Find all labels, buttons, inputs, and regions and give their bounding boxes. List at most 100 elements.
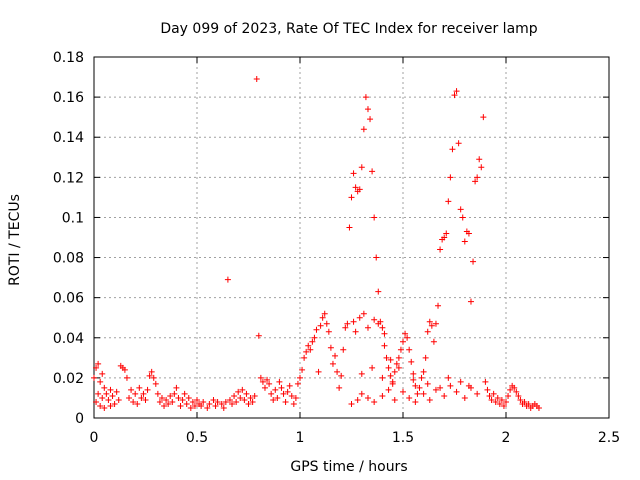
data-point [486, 392, 493, 399]
data-point [435, 302, 442, 309]
data-point [103, 390, 110, 397]
data-point [257, 374, 264, 381]
data-point [154, 390, 161, 397]
data-point [204, 404, 211, 411]
data-point [210, 396, 217, 403]
data-point [200, 398, 207, 405]
data-point [274, 394, 281, 401]
data-point [476, 156, 483, 163]
data-point [385, 386, 392, 393]
data-point [179, 396, 186, 403]
data-point [410, 370, 417, 377]
data-point [332, 352, 339, 359]
data-point [447, 382, 454, 389]
data-point [505, 392, 512, 399]
data-point [474, 390, 481, 397]
data-point [163, 396, 170, 403]
data-point [299, 366, 306, 373]
data-point [420, 368, 427, 375]
data-point [348, 400, 355, 407]
data-point [482, 378, 489, 385]
x-tick-label: 0.5 [186, 430, 208, 446]
data-point [348, 194, 355, 201]
data-point [338, 372, 345, 379]
data-point [381, 342, 388, 349]
data-point [373, 254, 380, 261]
data-point [97, 402, 104, 409]
data-point [282, 398, 289, 405]
data-point [315, 368, 322, 375]
data-point [408, 358, 415, 365]
data-point [465, 230, 472, 237]
data-point [99, 394, 106, 401]
data-point [340, 346, 347, 353]
y-tick-label: 0.02 [53, 371, 84, 387]
data-point [245, 400, 252, 407]
data-point [412, 398, 419, 405]
data-point [191, 402, 198, 409]
data-point [167, 392, 174, 399]
data-point [445, 374, 452, 381]
data-point [498, 396, 505, 403]
data-point [488, 396, 495, 403]
data-point [412, 382, 419, 389]
data-point [130, 398, 137, 405]
data-point [148, 368, 155, 375]
data-point [264, 376, 271, 383]
data-point [156, 398, 163, 405]
data-point [346, 224, 353, 231]
data-point [517, 396, 524, 403]
data-point [161, 402, 168, 409]
data-point [222, 398, 229, 405]
data-point [356, 314, 363, 321]
data-point [329, 360, 336, 367]
grid-lines [94, 57, 609, 418]
data-point [478, 164, 485, 171]
data-point [525, 400, 532, 407]
data-point [134, 400, 141, 407]
data-point [294, 380, 301, 387]
data-point [344, 320, 351, 327]
data-point [369, 364, 376, 371]
data-point [424, 380, 431, 387]
data-point [350, 170, 357, 177]
data-point [371, 398, 378, 405]
data-point [453, 88, 460, 95]
y-tick-label: 0.18 [53, 50, 84, 66]
data-point [175, 394, 182, 401]
y-tick-label: 0.16 [53, 90, 84, 106]
data-point [95, 390, 102, 397]
data-point [91, 374, 97, 381]
data-point [95, 360, 102, 367]
data-point [185, 394, 192, 401]
data-point [358, 370, 365, 377]
data-point [305, 342, 312, 349]
data-point [457, 206, 464, 213]
data-point [319, 314, 326, 321]
data-point [187, 404, 194, 411]
data-point [290, 400, 297, 407]
data-point [107, 402, 114, 409]
y-axis-label: ROTI / TECUs [7, 194, 23, 286]
data-point [288, 392, 295, 399]
data-point [243, 390, 250, 397]
data-point [360, 126, 367, 133]
data-point [364, 394, 371, 401]
data-point [336, 384, 343, 391]
data-point [445, 198, 452, 205]
data-point [441, 392, 448, 399]
data-point [474, 174, 481, 181]
data-point [362, 94, 369, 101]
data-point [198, 402, 205, 409]
data-point [484, 386, 491, 393]
data-point [465, 382, 472, 389]
data-point [449, 146, 456, 153]
data-point [395, 364, 402, 371]
data-point [241, 396, 248, 403]
data-point [107, 386, 114, 393]
data-point [428, 322, 435, 329]
data-point [301, 354, 308, 361]
data-point [128, 386, 135, 393]
data-point [451, 92, 458, 99]
